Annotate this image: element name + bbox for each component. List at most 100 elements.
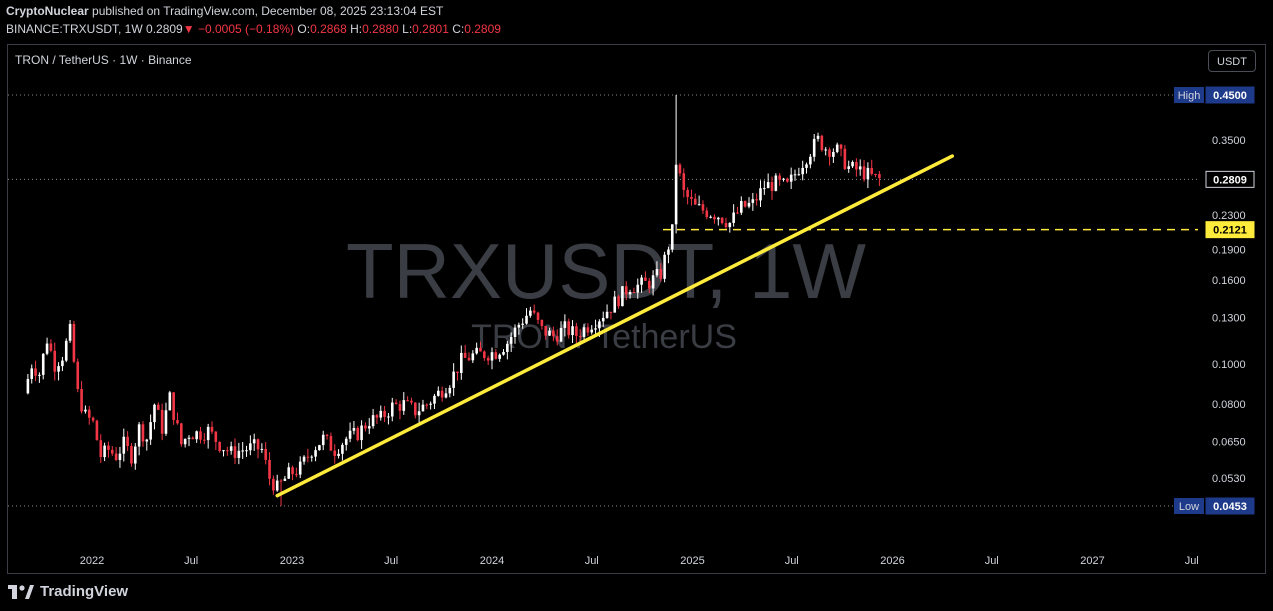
candle xyxy=(763,180,766,195)
candle-body xyxy=(701,204,705,211)
candle xyxy=(344,436,348,451)
trendline[interactable] xyxy=(275,154,955,498)
candle-body xyxy=(839,144,843,149)
candle xyxy=(30,364,34,384)
candle xyxy=(76,358,80,393)
candle-body xyxy=(68,323,72,341)
candle-body xyxy=(555,336,559,342)
candle-body xyxy=(667,249,670,255)
footer-brand[interactable]: TradingView xyxy=(8,583,128,600)
candle xyxy=(103,442,106,462)
candle-body xyxy=(141,424,145,442)
candle xyxy=(406,396,409,402)
candle xyxy=(544,326,547,340)
candle-body xyxy=(736,212,739,214)
down-arrow-icon: ▼ xyxy=(182,22,195,36)
candle-body xyxy=(766,182,770,189)
candle xyxy=(720,217,724,225)
candle-body xyxy=(302,456,306,462)
candle-body xyxy=(743,201,747,207)
candle xyxy=(172,392,175,425)
candle xyxy=(835,142,839,154)
candle xyxy=(532,304,536,315)
candle-body xyxy=(759,188,762,201)
candle-body xyxy=(168,392,172,411)
candle-body xyxy=(678,164,682,174)
time-tick-label: Jul xyxy=(384,555,398,567)
candle xyxy=(87,406,91,425)
time-axis[interactable]: 2022 Jul 2023 Jul 2024 Jul 2025 Jul 2026 Jul 2027 J… xyxy=(80,555,1199,567)
candle xyxy=(160,403,164,441)
candle xyxy=(613,290,617,313)
candle xyxy=(421,399,425,412)
candle-body xyxy=(298,461,302,475)
candle xyxy=(705,207,709,220)
candle-body xyxy=(160,409,164,434)
price-axis[interactable]: 0.3500 0.2300 0.1900 0.1600 0.1300 0.1000 0.08… xyxy=(1212,135,1246,485)
price-tick-label: 0.3500 xyxy=(1212,135,1246,147)
candle xyxy=(778,173,781,186)
candle-body xyxy=(364,425,367,429)
candle xyxy=(291,465,294,481)
candle-body xyxy=(222,450,225,452)
candle-body xyxy=(690,196,693,199)
candle xyxy=(241,442,244,459)
candle xyxy=(91,416,95,423)
candle xyxy=(398,400,402,420)
price-tick-label: 0.0530 xyxy=(1212,473,1246,485)
candle-body xyxy=(321,434,325,446)
candle xyxy=(237,442,241,465)
candle-body xyxy=(341,444,344,454)
high-badge: High 0.4500 xyxy=(1174,86,1255,104)
candle xyxy=(690,189,693,206)
candle xyxy=(53,342,57,381)
candle-body xyxy=(552,330,555,337)
candle-body xyxy=(647,280,651,289)
candle-body xyxy=(237,450,241,458)
candle xyxy=(226,446,229,456)
candle xyxy=(759,180,762,207)
candle xyxy=(548,327,551,336)
candle xyxy=(682,168,686,198)
candle xyxy=(862,159,866,182)
candle-body xyxy=(264,448,267,460)
candle xyxy=(578,329,582,343)
candle xyxy=(437,386,440,397)
candle-body xyxy=(521,323,524,325)
level-badge-value: 0.2121 xyxy=(1213,225,1247,237)
close-value: 0.2809 xyxy=(464,22,501,36)
pair-title: TRON / TetherUS · 1W · Binance xyxy=(15,53,192,67)
candle xyxy=(717,216,720,226)
price-tick-label: 0.1000 xyxy=(1212,359,1246,371)
candle xyxy=(118,446,122,468)
candle-body xyxy=(828,149,831,157)
candle xyxy=(80,380,83,414)
low-badge-value-box xyxy=(1205,497,1255,515)
candle-body xyxy=(724,223,728,228)
candle xyxy=(494,349,498,360)
candle-body xyxy=(590,329,594,333)
candle-body xyxy=(732,212,735,223)
candle xyxy=(793,169,797,181)
chart-pane[interactable] xyxy=(7,44,1266,574)
candle xyxy=(786,177,789,183)
tradingview-logo-icon xyxy=(8,584,34,599)
candle-body xyxy=(157,404,160,410)
candle xyxy=(356,426,360,442)
candle xyxy=(329,432,333,451)
candle xyxy=(206,423,210,449)
candle-body xyxy=(145,439,149,442)
currency-button[interactable]: USDT xyxy=(1208,50,1256,72)
candle xyxy=(417,402,421,423)
candle xyxy=(402,392,406,415)
candle xyxy=(621,286,624,307)
candle-body xyxy=(245,450,248,452)
candle-body xyxy=(180,423,183,445)
price-change: −0.0005 (−0.18%) xyxy=(197,22,295,36)
candle xyxy=(789,167,793,190)
candle-body xyxy=(502,351,505,355)
candle xyxy=(34,360,37,382)
candle xyxy=(364,422,367,432)
author-name[interactable]: CryptoNuclear xyxy=(6,4,89,18)
